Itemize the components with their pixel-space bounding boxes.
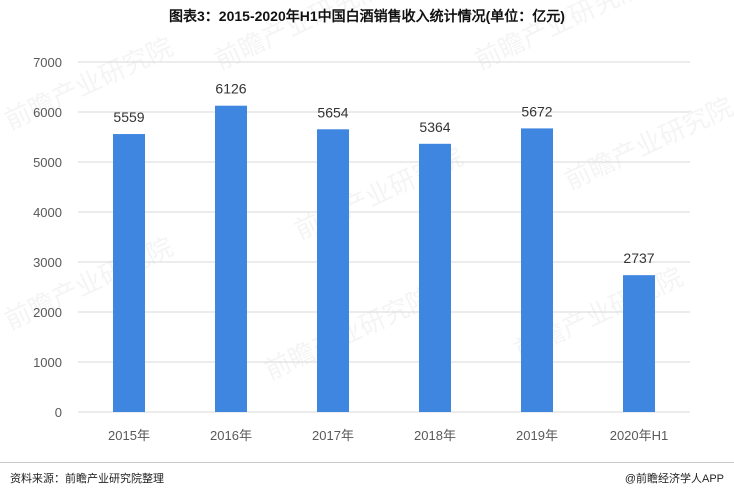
data-label: 5559	[113, 109, 144, 125]
watermark-text: 前瞻产业研究院	[0, 232, 178, 336]
x-tick-label: 2015年	[108, 428, 150, 443]
x-tick-label: 2016年	[210, 428, 252, 443]
x-tick-label: 2018年	[414, 428, 456, 443]
bar	[623, 275, 655, 412]
y-tick-label: 0	[55, 405, 62, 420]
bar	[317, 129, 349, 413]
watermark-text: 前瞻产业研究院	[260, 282, 438, 386]
x-tick-label: 2017年	[312, 428, 354, 443]
gridlines	[78, 61, 690, 413]
bar	[113, 134, 145, 413]
chart-title: 图表3：2015-2020年H1中国白酒销售收入统计情况(单位：亿元)	[169, 8, 565, 24]
x-tick-label: 2020年H1	[610, 428, 669, 443]
source-note: 资料来源：前瞻产业研究院整理	[10, 473, 164, 485]
y-tick-label: 6000	[33, 105, 62, 120]
y-axis-ticks: 0 1000 2000 3000 4000 5000 6000 7000	[33, 55, 62, 420]
data-label: 2737	[623, 250, 654, 266]
watermark-text: 前瞻产业研究院	[0, 32, 178, 136]
data-label: 6126	[215, 81, 246, 97]
watermark-text: 前瞻产业研究院	[470, 0, 648, 76]
data-label: 5654	[317, 104, 348, 120]
bar	[521, 128, 553, 412]
y-tick-label: 2000	[33, 305, 62, 320]
watermark-text: 前瞻产业研究院	[560, 92, 734, 196]
credit-note: @前瞻经济学人APP	[624, 473, 724, 485]
x-axis-ticks: 2015年 2016年 2017年 2018年 2019年 2020年H1	[108, 428, 668, 443]
watermark-text: 前瞻产业研究院	[210, 0, 388, 76]
y-tick-label: 4000	[33, 205, 62, 220]
data-label: 5364	[419, 119, 450, 135]
y-tick-label: 5000	[33, 155, 62, 170]
y-tick-label: 7000	[33, 55, 62, 70]
footer-divider	[0, 462, 734, 463]
bars	[113, 105, 655, 413]
y-tick-label: 3000	[33, 255, 62, 270]
bar	[419, 143, 451, 413]
x-tick-label: 2019年	[516, 428, 558, 443]
y-tick-label: 1000	[33, 355, 62, 370]
data-label: 5672	[521, 103, 552, 119]
data-labels: 5559 6126 5654 5364 5672 2737	[113, 81, 654, 266]
bar	[215, 105, 247, 412]
